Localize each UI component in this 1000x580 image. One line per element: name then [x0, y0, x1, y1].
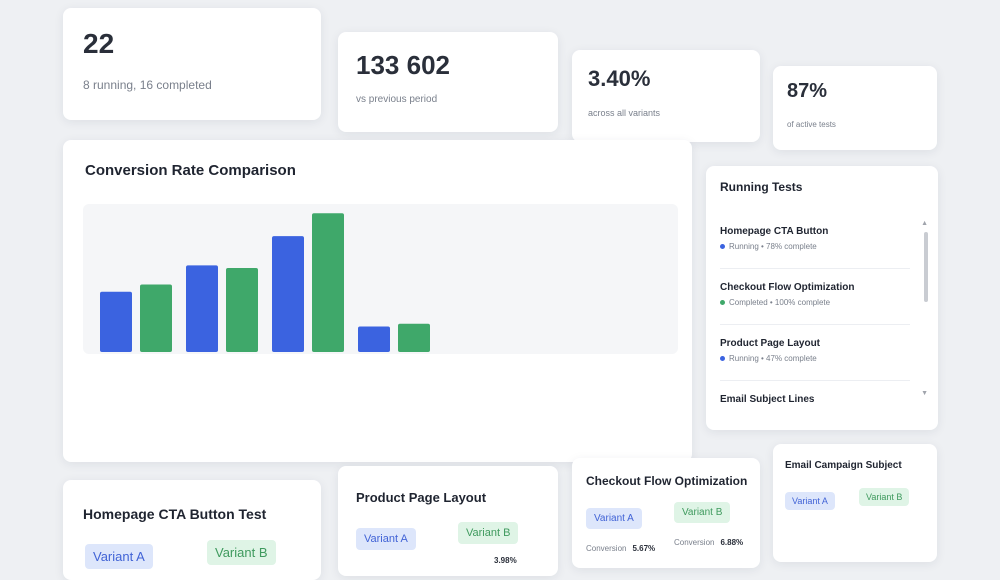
stat-card-visitors: 133 602 vs previous period	[338, 32, 558, 132]
variant-a-badge: Variant A	[785, 492, 835, 510]
bar-chart	[100, 213, 430, 352]
scroll-up-icon[interactable]: ▲	[921, 220, 928, 227]
test-status: Completed • 100% complete	[729, 298, 831, 307]
scroll-down-icon[interactable]: ▼	[921, 390, 928, 397]
stat-subtext: of active tests	[787, 120, 836, 129]
running-test-item[interactable]: Homepage CTA Button Running • 78% comple…	[720, 226, 910, 251]
status-dot	[720, 356, 725, 362]
test-card-title: Product Page Layout	[356, 490, 487, 505]
test-card[interactable]: Email Campaign Subject Variant A Variant…	[773, 444, 937, 562]
running-test-item[interactable]: Product Page Layout Running • 47% comple…	[720, 338, 910, 363]
divider	[720, 268, 910, 269]
metric-row: Conversion 5.67%	[586, 544, 656, 553]
variant-b-badge: Variant B	[207, 540, 276, 565]
variant-b-badge: Variant B	[458, 522, 519, 544]
chart-bar-series-1-3	[272, 236, 304, 352]
stat-card-significance: 87% of active tests	[773, 66, 937, 150]
running-tests-title: Running Tests	[720, 180, 803, 194]
chart-bar-series-1-2	[186, 265, 218, 352]
test-name: Product Page Layout	[720, 338, 821, 349]
divider	[720, 380, 910, 381]
variant-b-badge: Variant B	[859, 488, 910, 506]
variant-a-badge: Variant A	[586, 508, 642, 529]
chart-bar-series-1-1	[100, 291, 132, 352]
stat-card-conversion: 3.40% across all variants	[572, 50, 760, 142]
status-dot	[720, 300, 725, 306]
metric-row: Conversion 6.88%	[674, 538, 744, 547]
test-card-title: Checkout Flow Optimization	[586, 474, 748, 488]
chart-title: Conversion Rate Comparison	[85, 162, 296, 179]
running-test-item[interactable]: Checkout Flow Optimization Completed • 1…	[720, 282, 910, 307]
test-status: Running • 78% complete	[729, 242, 817, 251]
test-name: Checkout Flow Optimization	[720, 282, 855, 293]
running-test-item[interactable]: Email Subject Lines	[720, 394, 910, 405]
chart-bar-series-2-1	[140, 284, 172, 352]
stat-value: 22	[83, 28, 115, 59]
chart-bar-series-2-2	[226, 268, 258, 352]
test-name: Email Subject Lines	[720, 394, 815, 405]
chart-bar-series-1-4	[358, 326, 390, 352]
stat-card-total-tests: 22 8 running, 16 completed	[63, 8, 321, 120]
variant-a-badge: Variant A	[356, 528, 416, 550]
stat-value: 3.40%	[588, 66, 651, 91]
test-card[interactable]: Checkout Flow Optimization Variant A Var…	[572, 458, 760, 568]
status-dot	[720, 244, 725, 250]
variant-a-badge: Variant A	[85, 544, 153, 569]
chart-bar-series-2-4	[398, 323, 430, 352]
stat-subtext: 8 running, 16 completed	[83, 78, 212, 92]
metric-value: 3.98%	[494, 556, 517, 565]
stat-value: 133 602	[356, 50, 450, 80]
test-card-title: Homepage CTA Button Test	[83, 506, 267, 522]
divider	[720, 324, 910, 325]
stat-value: 87%	[787, 80, 828, 102]
scrollbar[interactable]	[924, 232, 928, 302]
stat-subtext: across all variants	[588, 108, 661, 118]
chart-bar-series-2-3	[312, 213, 344, 352]
running-tests-panel: Running Tests Homepage CTA Button Runnin…	[706, 166, 938, 430]
test-card[interactable]: Product Page Layout Variant A Variant B …	[338, 466, 558, 576]
test-card-title: Email Campaign Subject	[785, 460, 902, 471]
variant-b-badge: Variant B	[674, 502, 731, 523]
stat-subtext: vs previous period	[356, 94, 438, 105]
test-name: Homepage CTA Button	[720, 226, 829, 237]
conversion-chart-card: Conversion Rate Comparison	[63, 140, 692, 462]
test-card[interactable]: Homepage CTA Button Test Variant A Varia…	[63, 480, 321, 580]
test-status: Running • 47% complete	[729, 354, 817, 363]
